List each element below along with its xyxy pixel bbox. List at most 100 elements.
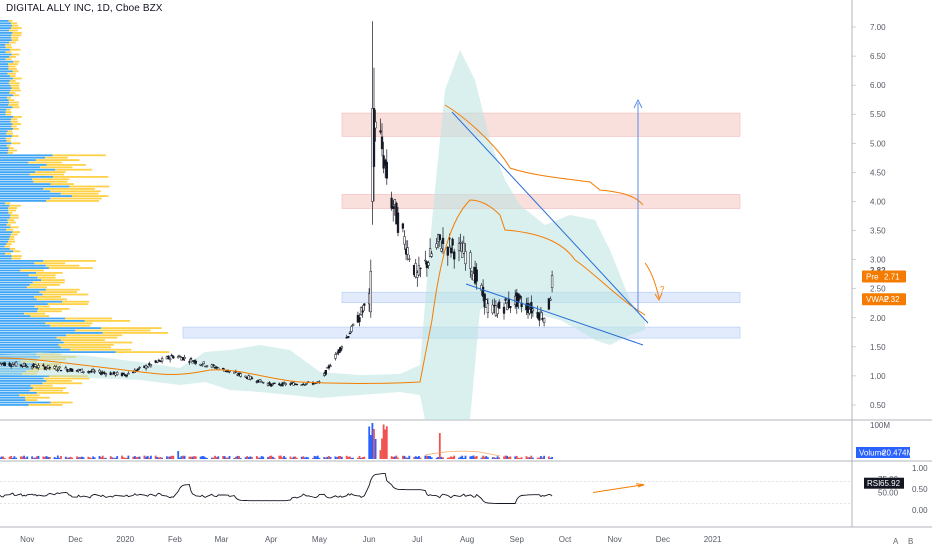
profile-bar-blue [0, 269, 21, 272]
candle-up [160, 358, 164, 362]
profile-bar-yellow [13, 250, 21, 253]
profile-bar-blue [0, 84, 11, 87]
profile-bar-yellow [5, 202, 11, 205]
volume-bar [496, 456, 499, 459]
candle-up [369, 270, 372, 313]
price-axis[interactable]: 7.00 6.50 6.00 5.50 5.00 4.50 4.00 3.50 3.00 2.50… [852, 23, 928, 515]
volume-bar [156, 457, 159, 459]
volume-bar [527, 457, 529, 459]
candle-down [446, 246, 449, 256]
candle-up [228, 371, 231, 373]
profile-bar-blue [0, 156, 46, 159]
candle-down [172, 356, 175, 359]
candle-up [350, 326, 353, 332]
volume-bar [514, 456, 517, 459]
drawings[interactable]: ? [451, 98, 665, 346]
volume-bar [122, 457, 125, 459]
profile-bar-yellow [7, 219, 15, 221]
volume-bar [206, 458, 208, 459]
volume-bar [109, 456, 112, 459]
volume-bar [190, 456, 192, 459]
premarket-tag-value: 2.71 [884, 273, 900, 282]
volume-bar [313, 455, 316, 459]
candle-up [408, 258, 411, 260]
volume-bar [278, 455, 281, 459]
profile-bar-yellow [19, 394, 40, 397]
volume-bar [350, 457, 353, 459]
candle-up [26, 366, 29, 368]
volume-profile [0, 20, 170, 406]
profile-bar-yellow [32, 281, 65, 284]
volume-bar [103, 457, 106, 459]
candle-up [417, 265, 421, 276]
profile-bar-blue [0, 128, 14, 130]
zone-resistance[interactable] [341, 194, 741, 209]
profile-bar-yellow [9, 29, 18, 32]
candle-down [48, 366, 51, 369]
time-axis-label: Oct [559, 535, 572, 544]
volume-bar [133, 456, 136, 459]
volume-bar [143, 455, 146, 459]
zone-resistance[interactable] [341, 112, 741, 137]
time-axis-label: Jun [363, 535, 376, 544]
profile-bar-blue [0, 46, 6, 49]
volume-bar [517, 457, 520, 459]
candle-up [282, 382, 286, 384]
profile-bar-blue [0, 401, 51, 404]
profile-bar-blue [0, 96, 8, 99]
candle-up [56, 369, 59, 372]
volume-bar [528, 457, 531, 459]
volume-bar [397, 457, 399, 459]
volume-bar [268, 456, 271, 459]
profile-bar-yellow [69, 185, 110, 188]
volume-bar [34, 457, 37, 459]
profile-bar-blue [0, 130, 8, 133]
profile-bar-yellow [25, 399, 38, 401]
profile-bar-yellow [13, 60, 20, 63]
auto-scale-icon[interactable]: A [893, 537, 899, 546]
volume-bar [36, 456, 38, 459]
time-axis-label: Aug [460, 535, 474, 544]
profile-bar-blue [0, 274, 29, 277]
volume-bar [414, 456, 417, 459]
profile-bar-blue [0, 48, 10, 51]
profile-bar-yellow [11, 257, 22, 260]
volume-bar [462, 458, 465, 459]
profile-bar-blue [0, 336, 57, 339]
volume-bar [549, 457, 552, 459]
volume-bar [137, 456, 139, 459]
candle-down [475, 269, 478, 282]
volume-bar [337, 456, 340, 459]
candle-up [233, 371, 236, 374]
volume-tag-bg [856, 447, 910, 458]
volume-bar [360, 457, 362, 459]
candle-down [103, 372, 106, 374]
volume-bar [369, 435, 372, 459]
profile-bar-yellow [34, 305, 50, 308]
volume-bar [0, 456, 3, 459]
profile-bar-blue [0, 149, 9, 152]
profile-bar-blue [0, 204, 10, 207]
profile-bar-blue [0, 317, 65, 320]
candle-down [19, 364, 23, 366]
log-scale-icon[interactable]: B [908, 537, 913, 546]
volume-bar [498, 457, 501, 459]
volume-bar [292, 456, 295, 459]
profile-bar-blue [0, 24, 13, 27]
time-axis[interactable]: Nov Dec 2020 Feb Mar Apr May Jun Jul Aug Sep Oct Nov… [20, 535, 722, 544]
profile-bar-blue [0, 106, 13, 109]
profile-bar-blue [0, 142, 12, 145]
profile-bar-yellow [6, 140, 11, 142]
time-axis-label: Dec [68, 535, 82, 544]
volume-bar [89, 457, 91, 459]
premarket-tag-bg [862, 270, 906, 283]
profile-bar-yellow [30, 315, 50, 317]
profile-bar-blue [0, 60, 14, 63]
volume-bar [204, 457, 207, 459]
profile-bar-blue [0, 298, 37, 301]
candle-up [496, 307, 499, 315]
profile-bar-yellow [43, 188, 95, 190]
profile-bar-yellow [11, 22, 18, 25]
